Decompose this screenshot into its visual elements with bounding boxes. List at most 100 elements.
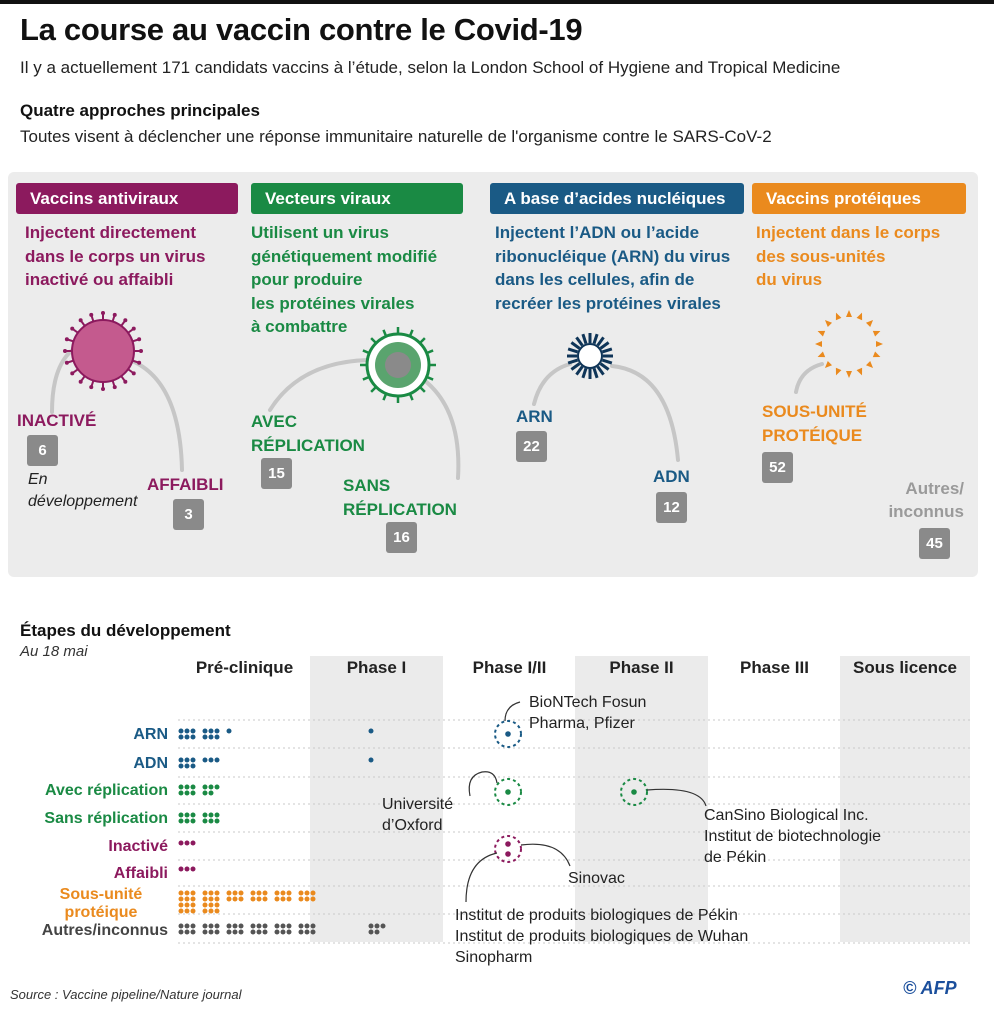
virus-spike-tip bbox=[89, 312, 94, 317]
candidate-dot bbox=[238, 890, 244, 896]
candidate-dot bbox=[286, 896, 292, 902]
candidate-dot bbox=[214, 890, 220, 896]
candidate-dot bbox=[178, 818, 184, 824]
nucleic-spoke bbox=[601, 347, 613, 354]
candidate-dot bbox=[178, 728, 184, 734]
count-affaibli: 3 bbox=[173, 499, 204, 530]
virus-spike-tip bbox=[64, 337, 69, 342]
candidate-dot bbox=[214, 734, 220, 740]
candidate-dot bbox=[208, 923, 214, 929]
candidate-dot bbox=[184, 763, 190, 769]
header-vaccins-antiviraux: Vaccins antiviraux bbox=[16, 183, 238, 214]
candidate-biontech-dot bbox=[505, 731, 511, 737]
candidate-dot bbox=[178, 896, 184, 902]
candidate-dot bbox=[202, 757, 208, 763]
candidate-dot bbox=[286, 929, 292, 935]
protein-subunit bbox=[865, 319, 874, 328]
annotation-biontech: BioNTech Fosun Pharma, Pfizer bbox=[529, 694, 647, 732]
candidate-dot bbox=[202, 734, 208, 740]
header-vaccins-proteiques: Vaccins protéiques bbox=[752, 183, 966, 214]
candidate-dot bbox=[190, 896, 196, 902]
row-label-affaibli: Affaibli bbox=[113, 865, 168, 882]
candidate-dot bbox=[304, 890, 310, 896]
candidate-oxford-dot bbox=[505, 789, 511, 795]
steps-date: Au 18 mai bbox=[20, 643, 88, 660]
candidate-dot bbox=[178, 866, 184, 872]
candidate-dot bbox=[256, 890, 262, 896]
row-label-autres: Autres/inconnus bbox=[41, 922, 168, 939]
candidate-sinovac-circle bbox=[494, 835, 522, 863]
candidate-dot bbox=[202, 812, 208, 818]
candidate-dot bbox=[238, 923, 244, 929]
approaches-title: Quatre approches principales bbox=[20, 101, 260, 120]
candidate-dot bbox=[178, 890, 184, 896]
protein-subunit bbox=[824, 360, 833, 369]
candidate-dot bbox=[184, 896, 190, 902]
candidate-dot bbox=[208, 790, 214, 796]
label-affaibli: AFFAIBLI bbox=[147, 475, 224, 494]
protein-subunit bbox=[835, 367, 842, 376]
label-avec-replication: AVEC RÉPLICATION bbox=[251, 412, 365, 455]
virus-spike-tip bbox=[78, 318, 83, 323]
nucleic-core bbox=[577, 343, 603, 369]
annotation-sinovac: Sinovac bbox=[568, 870, 625, 887]
candidate-dot bbox=[256, 896, 262, 902]
candidate-dot bbox=[368, 929, 374, 935]
nucleic-spoke bbox=[599, 341, 610, 350]
phase-header-preclinique: Pré-clinique bbox=[195, 658, 294, 677]
candidate-dot bbox=[298, 890, 304, 896]
nucleic-spoke bbox=[570, 341, 581, 350]
nucleic-spoke bbox=[596, 365, 605, 376]
candidate-dot bbox=[304, 929, 310, 935]
candidate-dot bbox=[208, 728, 214, 734]
leader-biontech bbox=[504, 701, 521, 722]
candidate-dot bbox=[178, 908, 184, 914]
candidate-dot bbox=[202, 790, 208, 796]
nucleic-spoke bbox=[599, 362, 610, 371]
virus-spike-tip bbox=[70, 371, 75, 376]
virus-spike-tip bbox=[137, 360, 142, 365]
protein-subunit bbox=[846, 310, 852, 317]
candidate-dot bbox=[250, 929, 256, 935]
candidate-dot bbox=[274, 923, 280, 929]
candidate-dot bbox=[190, 728, 196, 734]
annotation-beijing-wuhan-sinopharm: Institut de produits biologiques de Péki… bbox=[455, 907, 749, 966]
candidate-dot bbox=[202, 923, 208, 929]
candidate-dot bbox=[368, 923, 374, 929]
candidate-dot bbox=[298, 923, 304, 929]
vector-nucleus bbox=[385, 352, 411, 378]
phase-band-licence bbox=[840, 656, 970, 942]
candidate-dot bbox=[202, 896, 208, 902]
row-label-arn: ARN bbox=[133, 726, 168, 743]
candidate-dot bbox=[190, 784, 196, 790]
candidate-dot bbox=[184, 929, 190, 935]
candidate-dot bbox=[190, 757, 196, 763]
arc-sous-unite bbox=[794, 362, 824, 394]
candidate-dot bbox=[262, 929, 268, 935]
nucleic-spoke bbox=[570, 362, 581, 371]
virus-spike-tip bbox=[139, 349, 143, 353]
protein-subunit bbox=[846, 371, 852, 378]
approaches-panel bbox=[8, 172, 978, 577]
row-label-inactive: Inactivé bbox=[108, 838, 168, 855]
candidate-dot bbox=[184, 908, 190, 914]
nucleic-spoke bbox=[592, 367, 599, 379]
candidate-dot bbox=[184, 757, 190, 763]
candidate-dot bbox=[208, 757, 214, 763]
candidate-dot bbox=[304, 896, 310, 902]
candidate-dot bbox=[298, 929, 304, 935]
candidate-dot bbox=[178, 923, 184, 929]
arc-avec-replication bbox=[268, 358, 370, 412]
candidate-dot bbox=[184, 734, 190, 740]
candidate-dot bbox=[214, 818, 220, 824]
leader-cansino bbox=[646, 788, 707, 807]
candidate-dot bbox=[178, 929, 184, 935]
annotation-oxford: Université d’Oxford bbox=[382, 796, 454, 834]
count-inactive: 6 bbox=[27, 435, 58, 466]
protein-subunit bbox=[865, 360, 874, 369]
candidate-dot bbox=[184, 866, 190, 872]
candidate-dot bbox=[280, 896, 286, 902]
virus-spike-tip bbox=[112, 385, 117, 390]
protein-subunit bbox=[856, 367, 863, 376]
